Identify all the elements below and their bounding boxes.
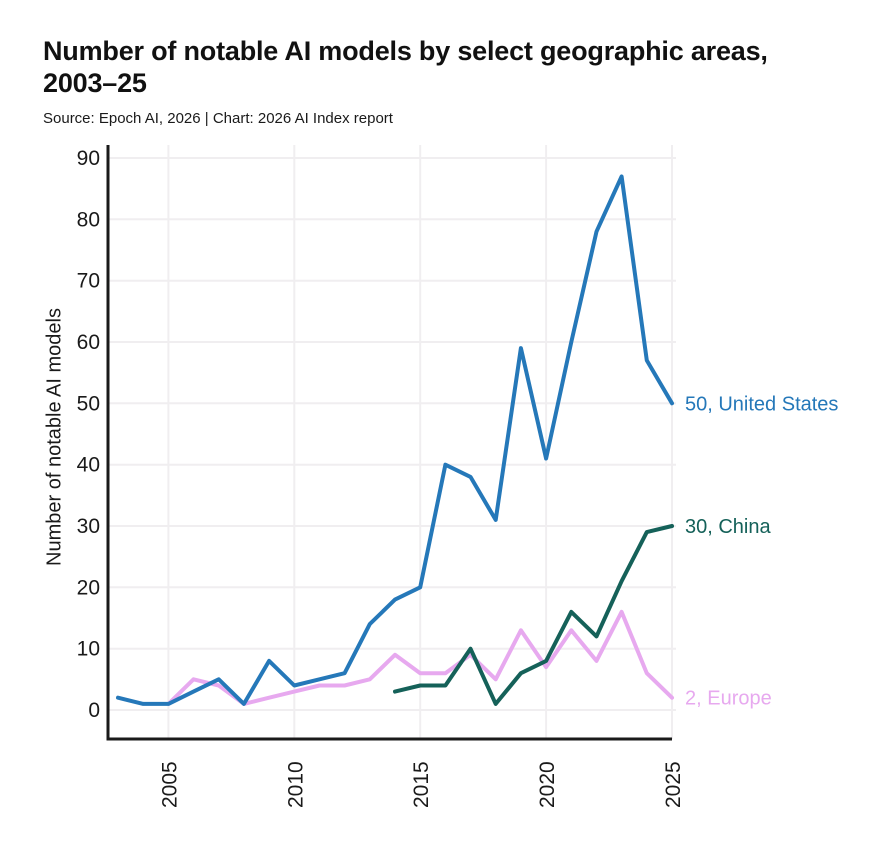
y-tick-label-10: 10 xyxy=(77,638,100,661)
x-tick-label-2025: 2025 xyxy=(662,761,685,808)
y-tick-label-30: 30 xyxy=(77,515,100,538)
series-end-label-europe: 2, Europe xyxy=(685,688,772,710)
series-line-united-states xyxy=(116,174,674,706)
x-tick-label-2005: 2005 xyxy=(158,761,181,808)
y-tick-label-0: 0 xyxy=(88,699,100,722)
x-tick-label-2015: 2015 xyxy=(410,761,433,808)
series-end-label-china: 30, China xyxy=(685,516,771,538)
chart-title: Number of notable AI models by select ge… xyxy=(43,36,768,98)
series-line-china xyxy=(393,524,674,706)
y-tick-label-40: 40 xyxy=(77,454,100,477)
series-line-europe xyxy=(166,609,674,706)
chart-source: Source: Epoch AI, 2026 | Chart: 2026 AI … xyxy=(43,110,393,127)
y-tick-label-50: 50 xyxy=(77,392,100,415)
y-tick-label-80: 80 xyxy=(77,208,100,231)
y-tick-label-20: 20 xyxy=(77,576,100,599)
x-tick-label-2020: 2020 xyxy=(536,761,559,808)
y-tick-label-60: 60 xyxy=(77,331,100,354)
series-end-label-united-states: 50, United States xyxy=(685,393,838,415)
y-tick-label-90: 90 xyxy=(77,147,100,170)
y-tick-label-70: 70 xyxy=(77,270,100,293)
x-tick-label-2010: 2010 xyxy=(284,761,307,808)
